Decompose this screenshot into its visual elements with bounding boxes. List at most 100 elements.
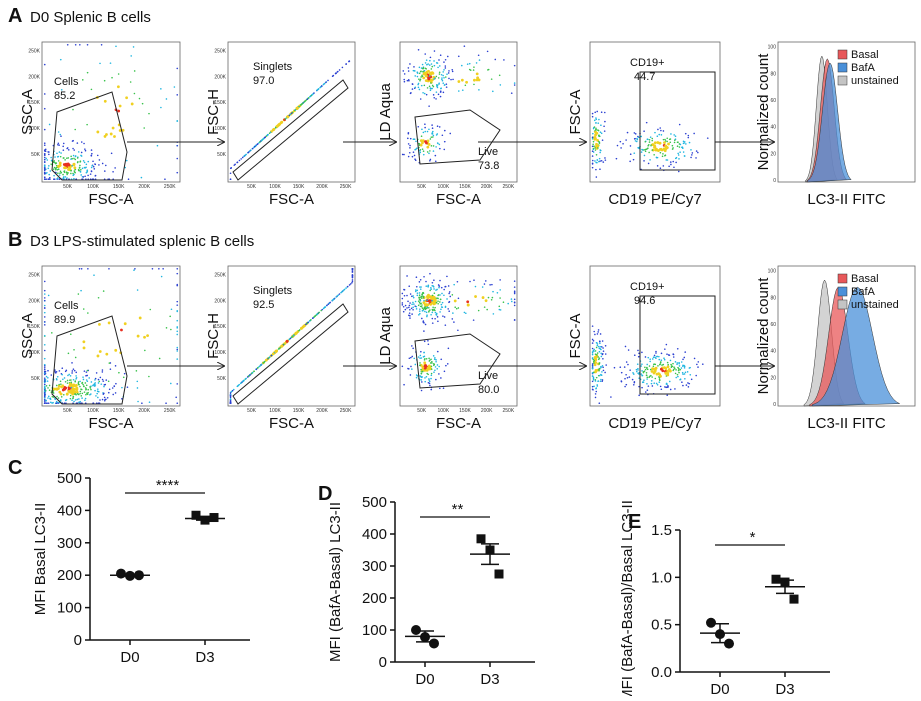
event-dot [422, 67, 425, 69]
event-dot [418, 301, 421, 304]
event-dot [419, 312, 421, 315]
event-dot [112, 393, 115, 396]
event-dot [684, 351, 687, 353]
event-dot [633, 132, 636, 134]
event-dot [97, 396, 99, 399]
event-dot [434, 369, 436, 372]
event-dot [351, 276, 354, 278]
event-dot [423, 299, 425, 302]
event-dot [430, 388, 433, 391]
event-dot [670, 133, 672, 135]
event-dot [499, 279, 501, 281]
event-dot [403, 80, 406, 83]
x-tick-label: 150K [459, 184, 471, 190]
event-dot [465, 80, 468, 84]
event-dot [70, 158, 72, 160]
event-dot [629, 369, 631, 371]
x-axis-label: FSC-A [269, 415, 314, 432]
event-dot [56, 395, 58, 398]
event-dot [43, 178, 46, 180]
event-dot [678, 146, 681, 148]
event-dot [138, 97, 141, 100]
event-dot [513, 64, 516, 67]
gate-label: Live [478, 370, 498, 382]
event-dot [487, 68, 490, 71]
event-dot [428, 128, 430, 131]
event-dot [591, 155, 594, 157]
event-dot [651, 358, 654, 360]
event-dot [99, 399, 101, 401]
legend-swatch [837, 62, 848, 73]
event-dot [53, 178, 56, 180]
gate-label: Cells [54, 300, 79, 312]
event-dot [99, 376, 102, 379]
y-tick-label: 20 [770, 151, 776, 157]
event-dot [600, 366, 602, 369]
event-dot [176, 171, 179, 174]
event-dot [600, 346, 603, 348]
event-dot [637, 349, 639, 352]
event-dot [83, 391, 86, 393]
event-dot [591, 145, 594, 148]
event-dot [419, 98, 422, 100]
event-dot [430, 288, 433, 290]
event-dot [423, 69, 426, 72]
event-dot [57, 142, 60, 145]
event-dot [436, 85, 438, 87]
event-dot [148, 401, 151, 403]
event-dot [655, 156, 658, 159]
event-dot [310, 319, 312, 321]
event-dot [43, 142, 46, 144]
plot-frame [777, 41, 916, 183]
event-dot [419, 279, 422, 281]
event-dot [651, 139, 654, 142]
y-tick-label: 100 [768, 269, 777, 275]
event-dot [59, 133, 62, 136]
event-dot [411, 83, 414, 86]
event-dot [438, 373, 440, 375]
event-dot [658, 358, 661, 361]
event-dot [121, 128, 125, 132]
event-dot [108, 362, 111, 364]
event-dot [108, 268, 110, 270]
event-dot [620, 371, 623, 374]
event-dot [48, 176, 51, 179]
event-dot [267, 357, 270, 359]
event-dot [95, 372, 98, 374]
x-tick-label: 50K [63, 184, 73, 190]
event-dot [468, 62, 471, 65]
event-dot [141, 102, 144, 105]
event-dot [440, 308, 442, 311]
event-dot [599, 380, 602, 383]
event-dot [602, 161, 605, 163]
plot-frame [41, 265, 181, 407]
event-dot [435, 359, 437, 361]
event-dot [101, 371, 104, 373]
event-dot [236, 385, 239, 388]
event-dot [513, 304, 516, 307]
event-dot [47, 151, 49, 153]
event-dot [441, 134, 444, 137]
event-dot [129, 81, 132, 83]
event-dot [443, 294, 445, 297]
event-dot [427, 293, 430, 297]
event-dot [431, 124, 433, 126]
event-dot [260, 363, 263, 366]
event-dot [428, 152, 430, 155]
event-dot [416, 294, 419, 297]
event-dot [415, 140, 417, 143]
event-dot [595, 161, 597, 164]
event-dot [604, 353, 607, 355]
event-dot [429, 59, 431, 62]
event-dot [81, 397, 83, 399]
event-dot [408, 151, 411, 154]
event-dot [292, 334, 295, 337]
event-dot [659, 167, 662, 170]
event-dot [682, 140, 685, 143]
event-dot [53, 174, 55, 177]
y-tick-label: 150K [214, 324, 226, 330]
y-tick-label: 0.0 [651, 664, 672, 681]
event-dot [143, 335, 146, 339]
event-dot [602, 350, 605, 352]
